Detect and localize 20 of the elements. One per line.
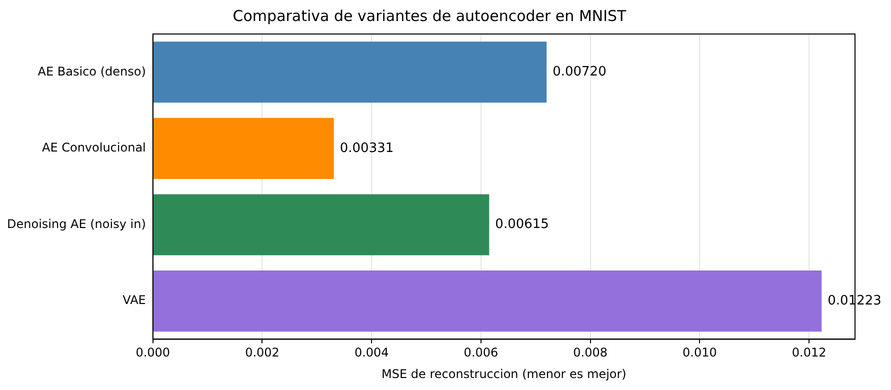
x-tick-label: 0.004	[354, 346, 389, 360]
bar	[153, 194, 490, 256]
data-label: 0.00720	[552, 64, 606, 80]
y-tick-label: AE Convolucional	[42, 140, 146, 155]
x-axis-title: MSE de reconstruccion (menor es mejor)	[382, 366, 626, 381]
bar	[153, 118, 334, 179]
y-tick-label: Denoising AE (noisy in)	[6, 216, 146, 231]
bar	[153, 270, 822, 332]
bar	[153, 42, 547, 103]
y-tick-label: AE Basico (denso)	[38, 64, 146, 78]
data-label: 0.00615	[495, 217, 549, 232]
x-tick-label: 0.000	[136, 346, 170, 360]
x-tick-label: 0.012	[792, 346, 826, 360]
data-label: 0.00331	[340, 140, 394, 156]
y-tick-label: VAE	[122, 293, 146, 308]
x-tick-label: 0.006	[464, 346, 498, 360]
x-tick-label: 0.002	[245, 346, 280, 360]
x-tick-label: 0.010	[682, 346, 717, 360]
chart-title: Comparativa de variantes de autoencoder en MNIST	[232, 6, 628, 25]
x-tick-label: 0.008	[573, 346, 608, 360]
